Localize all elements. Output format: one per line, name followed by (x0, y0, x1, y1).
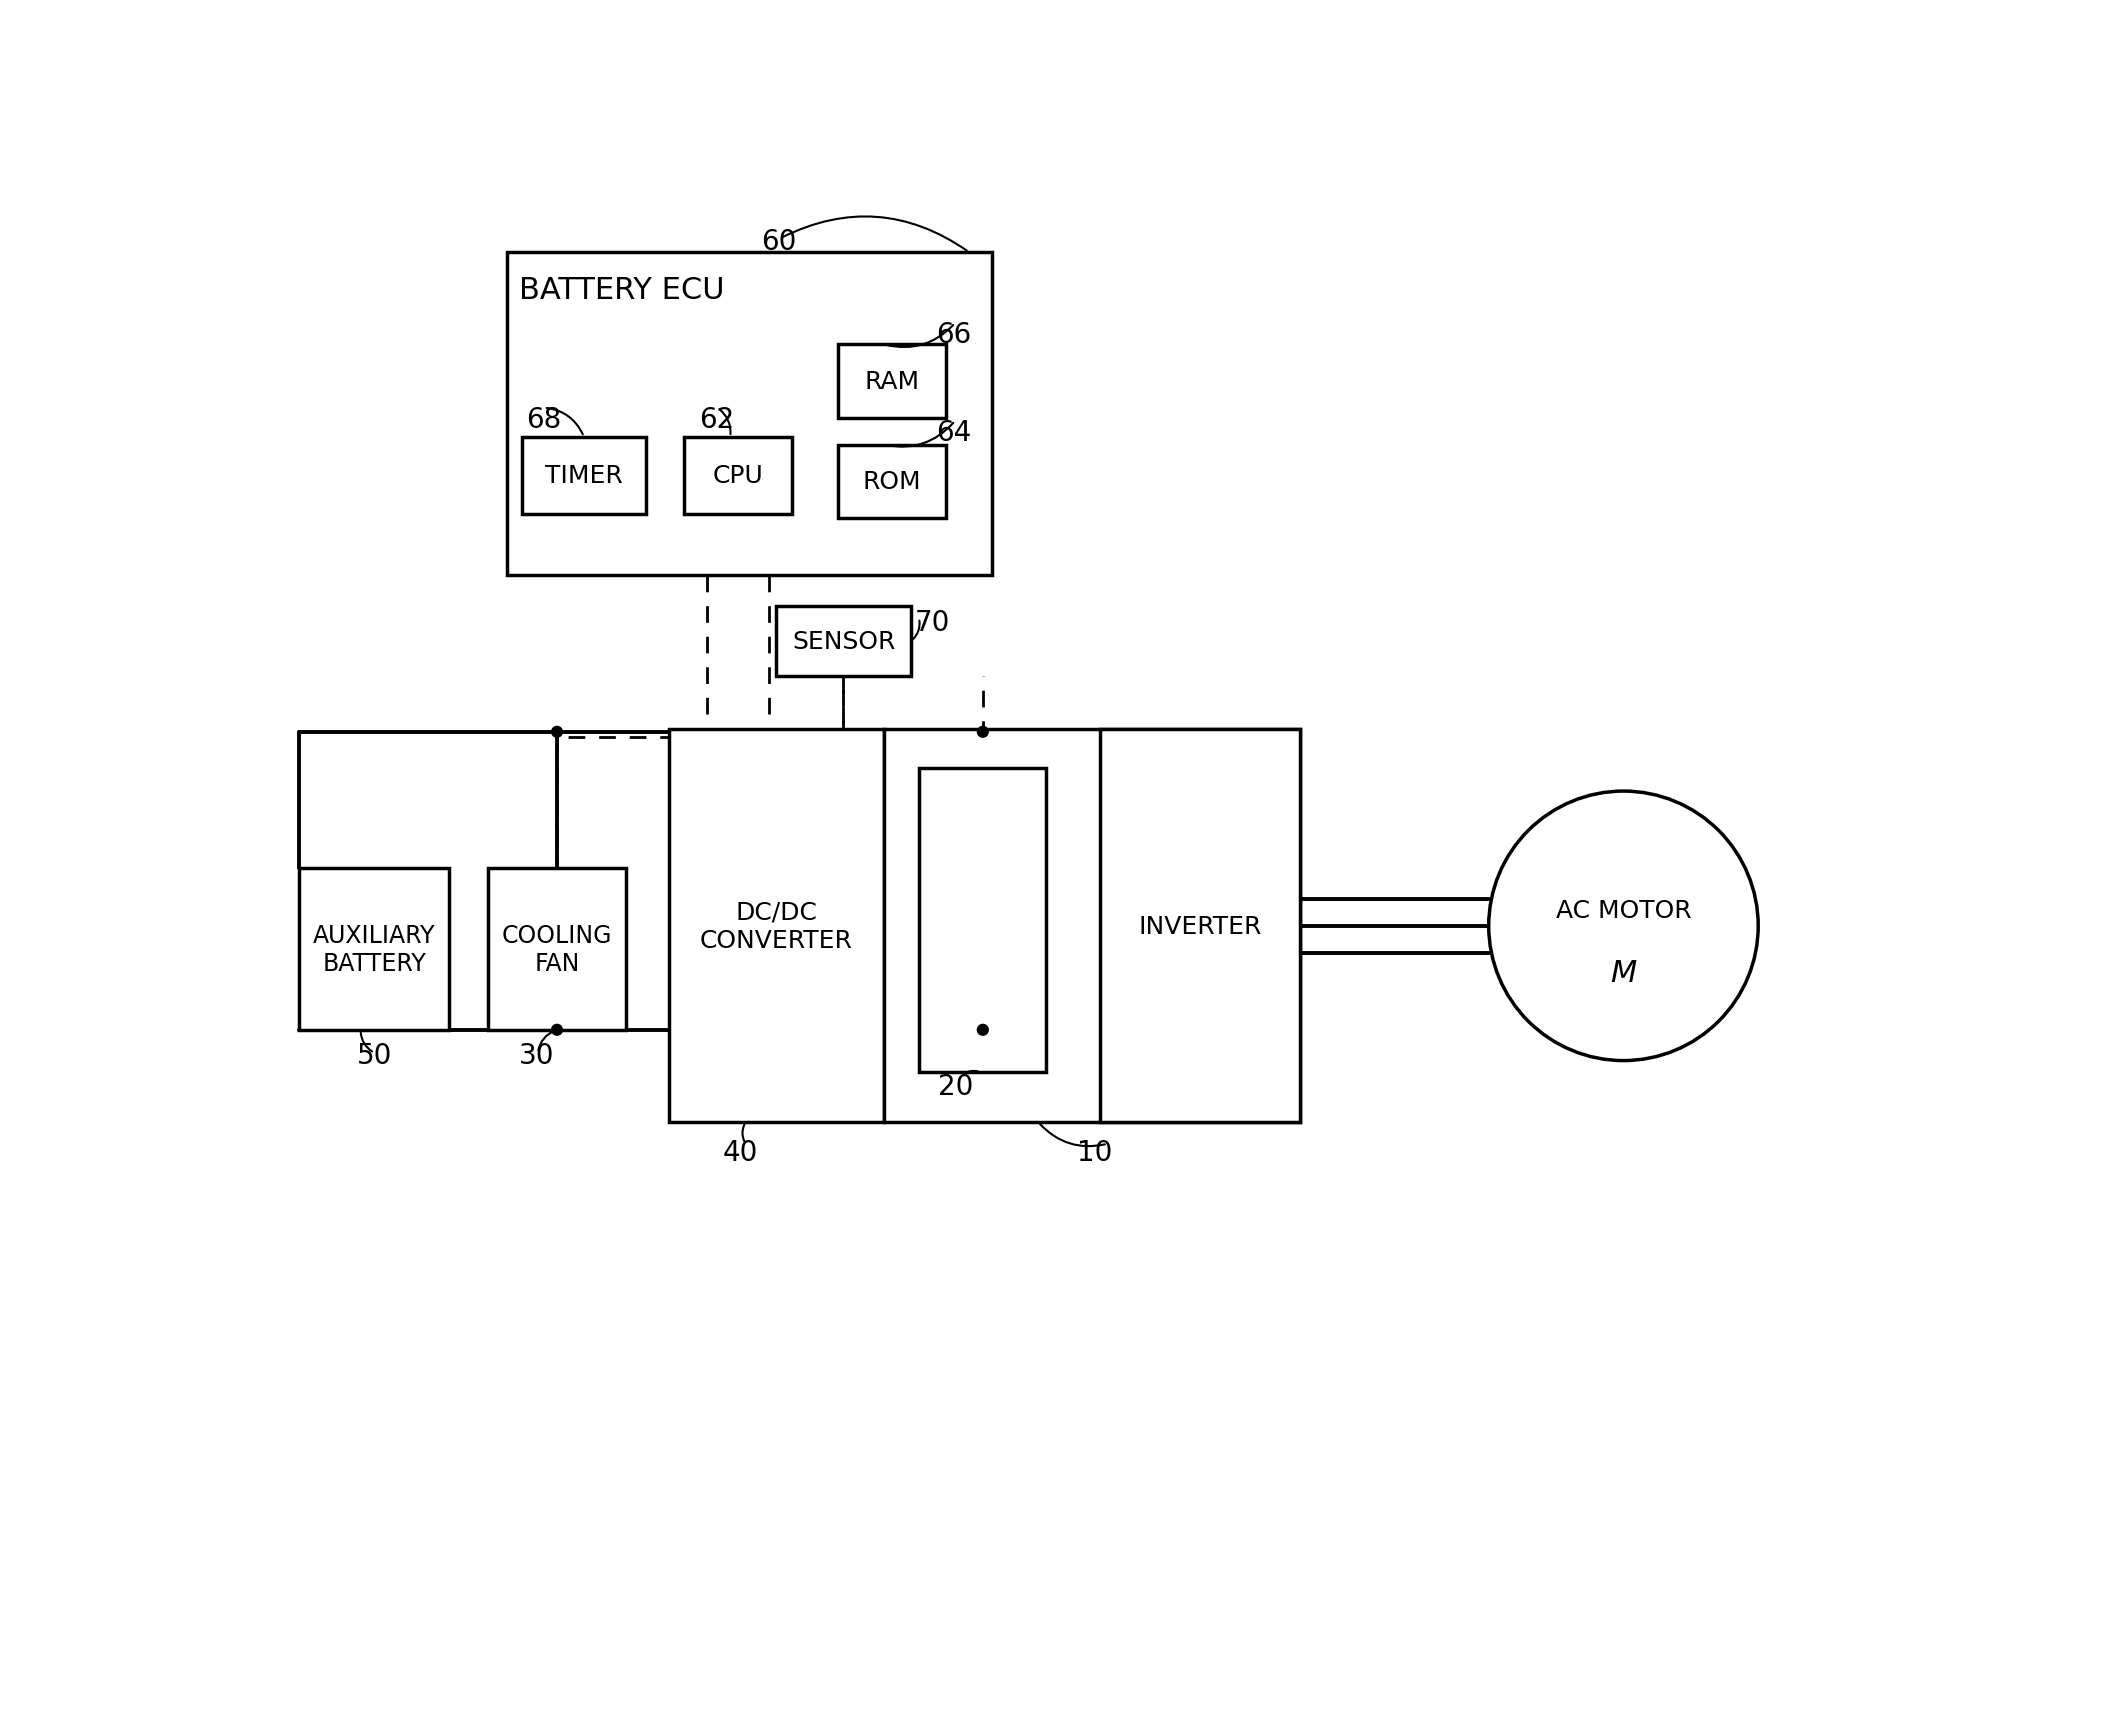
Bar (669, 731, 884, 1122)
Text: AC MOTOR: AC MOTOR (1555, 899, 1692, 924)
Bar (919, 768, 1046, 1072)
Bar (776, 606, 911, 675)
Text: 62: 62 (699, 405, 734, 432)
Bar (884, 731, 1300, 1122)
Text: 66: 66 (936, 320, 972, 348)
Text: 60: 60 (762, 229, 797, 257)
Text: INVERTER: INVERTER (1138, 915, 1262, 939)
Text: BATTERY ECU: BATTERY ECU (518, 276, 724, 305)
Bar (1100, 731, 1300, 1122)
Text: CPU: CPU (713, 463, 764, 488)
Text: 70: 70 (915, 608, 951, 636)
Bar (522, 438, 646, 515)
Bar (299, 868, 450, 1030)
Text: 40: 40 (722, 1137, 757, 1166)
Text: COOLING
FAN: COOLING FAN (501, 924, 612, 975)
Text: AUXILIARY
BATTERY: AUXILIARY BATTERY (313, 924, 436, 975)
Circle shape (551, 727, 562, 737)
Circle shape (978, 1025, 989, 1036)
Circle shape (551, 1025, 562, 1036)
Bar (837, 445, 947, 519)
Bar (837, 345, 947, 419)
Circle shape (978, 727, 989, 737)
Text: M: M (1610, 958, 1637, 987)
Bar (507, 253, 993, 575)
Bar (684, 438, 791, 515)
Text: DC/DC
CONVERTER: DC/DC CONVERTER (701, 901, 852, 953)
Text: 30: 30 (518, 1042, 553, 1070)
Text: 10: 10 (1077, 1137, 1113, 1166)
Text: 68: 68 (526, 405, 562, 432)
Text: ROM: ROM (863, 470, 922, 495)
Text: 64: 64 (936, 419, 972, 446)
Text: 50: 50 (358, 1042, 391, 1070)
Text: RAM: RAM (865, 370, 919, 395)
Circle shape (1490, 791, 1759, 1061)
Text: SENSOR: SENSOR (791, 629, 896, 653)
Text: TIMER: TIMER (545, 463, 623, 488)
Text: 20: 20 (938, 1072, 974, 1101)
Bar (488, 868, 627, 1030)
